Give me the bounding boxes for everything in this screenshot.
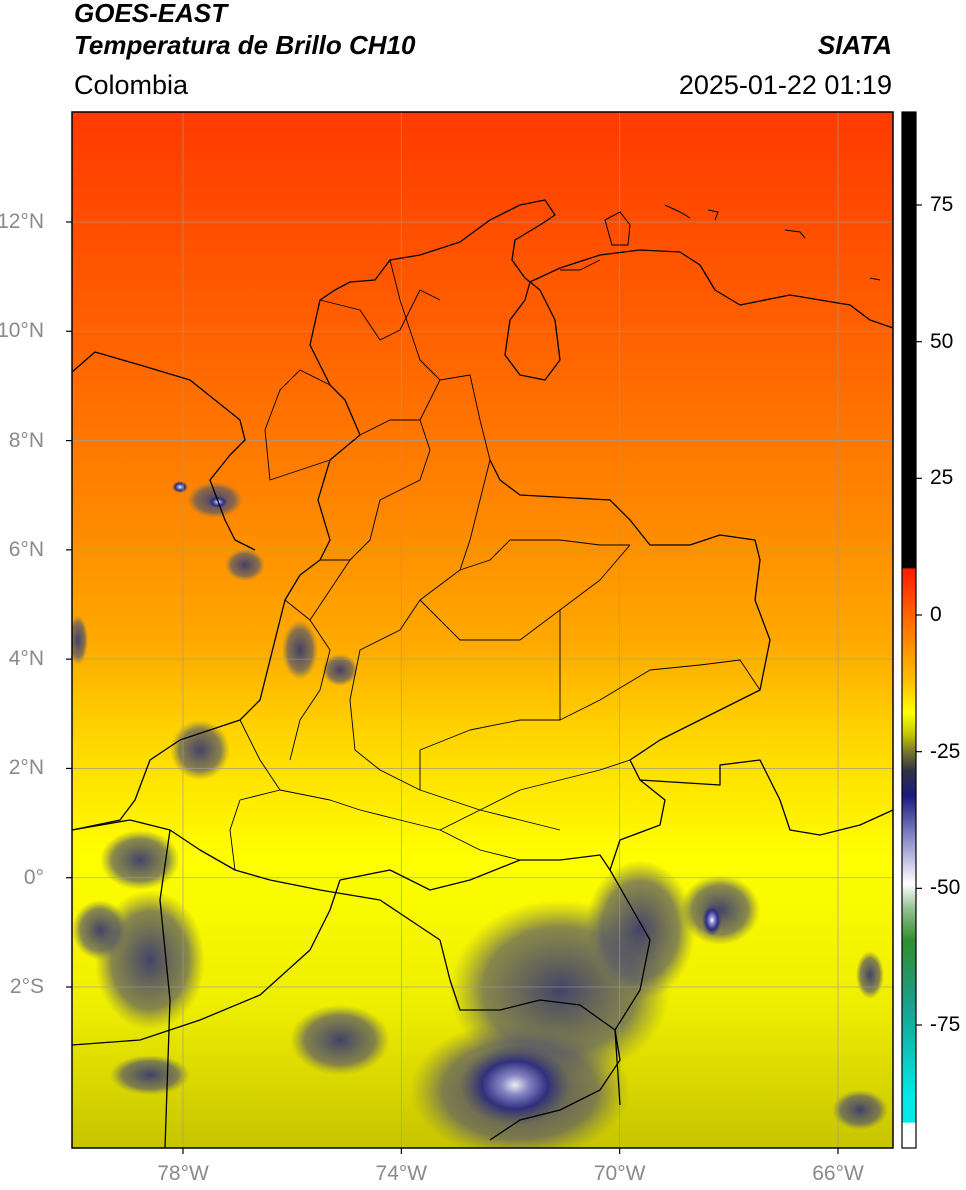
graticule <box>72 112 893 1148</box>
colorbar-frame <box>901 111 917 1149</box>
lon-tick-label: 78°W <box>157 1162 209 1185</box>
timestamp-label: 2025-01-22 01:19 <box>678 70 892 100</box>
lat-tick-label: 4°N <box>8 647 44 671</box>
country-borders <box>72 199 893 1148</box>
axis-ticks <box>66 221 839 1154</box>
product-title: Temperatura de Brillo CH10 <box>74 30 416 60</box>
colorbar-tick-label: 0 <box>930 603 942 626</box>
colorbar-tick-label: -75 <box>930 1013 961 1036</box>
satellite-title: GOES-EAST <box>74 0 228 28</box>
lat-tick-label: 2°S <box>9 975 44 998</box>
colorbar <box>902 112 916 1148</box>
colorbar-ticks <box>916 204 922 1026</box>
colorbar-tick-label: -25 <box>930 739 961 763</box>
lon-tick-label: 70°W <box>593 1162 646 1185</box>
lat-tick-label: 0° <box>23 865 44 889</box>
cloud-patches <box>72 481 888 1148</box>
lon-tick-label: 74°W <box>375 1162 428 1185</box>
lon-tick-label: 66°W <box>812 1162 864 1185</box>
lat-tick-label: 6°N <box>8 537 44 561</box>
islands <box>604 204 881 281</box>
colorbar-tick-label: 75 <box>930 193 954 216</box>
colorbar-tick-label: 25 <box>930 466 954 490</box>
colorbar-tick-label: -50 <box>930 876 961 900</box>
region-label: Colombia <box>74 70 189 100</box>
lat-tick-label: 10°N <box>0 319 44 343</box>
department-borders <box>229 259 761 871</box>
organization-label: SIATA <box>817 30 892 60</box>
map-frame <box>71 111 894 1149</box>
lat-tick-label: 2°N <box>8 756 44 780</box>
lat-tick-label: 12°N <box>0 210 44 233</box>
colorbar-tick-label: 50 <box>930 329 954 353</box>
lat-tick-label: 8°N <box>8 428 44 452</box>
